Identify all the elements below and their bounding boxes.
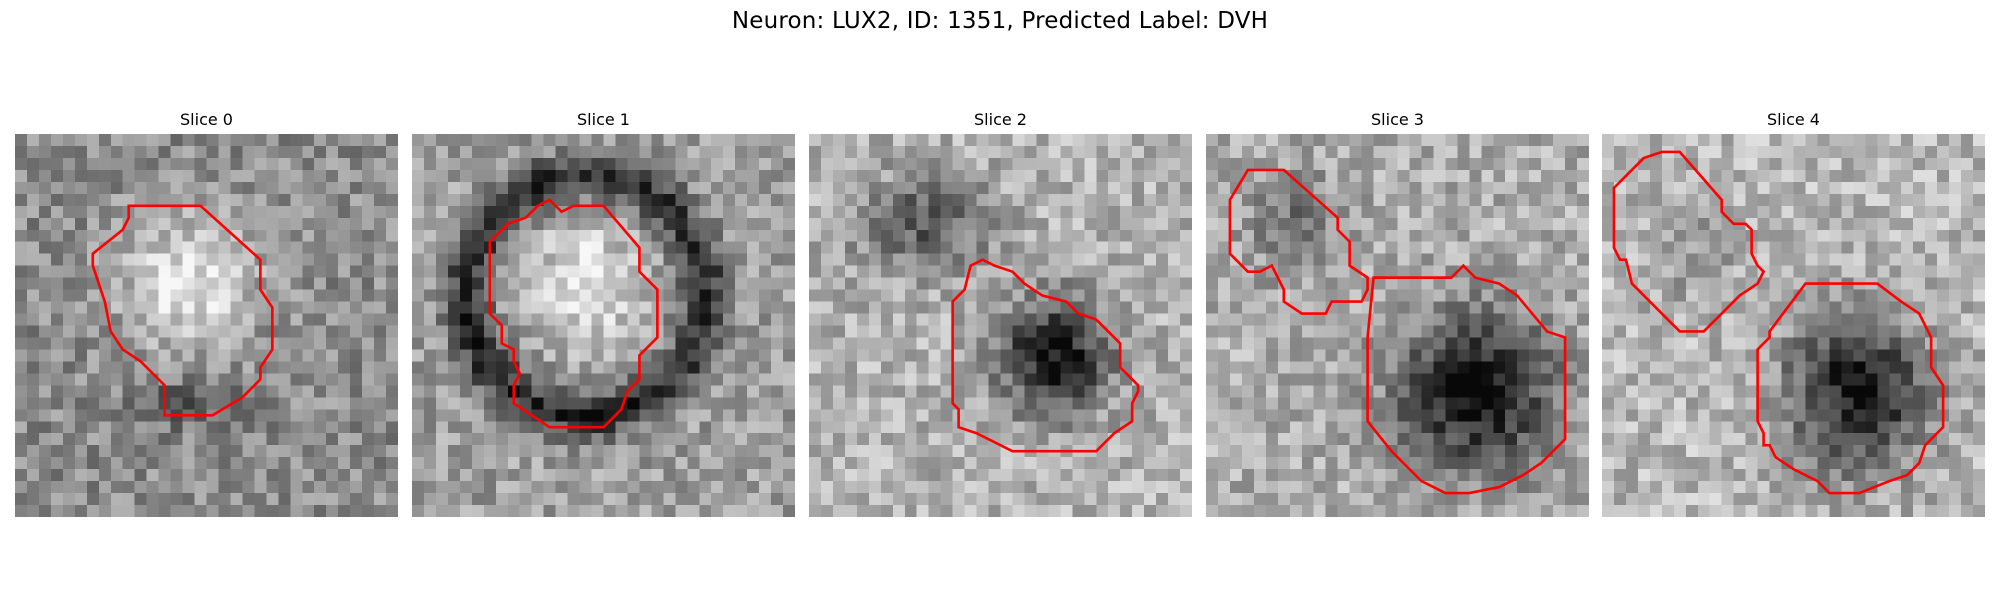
roi-contour-0: [91, 204, 274, 417]
figure-title: Neuron: LUX2, ID: 1351, Predicted Label:…: [731, 8, 1269, 34]
slice-panel-2: Slice 2: [809, 110, 1192, 517]
roi-contour-3: [1228, 168, 1369, 315]
roi-contour-2: [951, 258, 1140, 453]
slice-title-4: Slice 4: [1767, 110, 1820, 129]
roi-contour-4b: [1756, 282, 1945, 495]
slice-title-1: Slice 1: [577, 110, 630, 129]
slice-panel-1: Slice 1: [412, 110, 795, 517]
roi-contour-1: [488, 198, 659, 429]
roi-contour-4: [1612, 150, 1766, 333]
slice-image-1: [412, 134, 795, 517]
slice-image-3: [1206, 134, 1589, 517]
slice-image-4: [1602, 134, 1985, 517]
slice-title-3: Slice 3: [1371, 110, 1424, 129]
slice-title-2: Slice 2: [974, 110, 1027, 129]
roi-contour-3b: [1366, 263, 1567, 495]
slice-title-0: Slice 0: [180, 110, 233, 129]
slice-panel-3: Slice 3: [1206, 110, 1589, 517]
slice-image-2: [809, 134, 1192, 517]
slice-panel-4: Slice 4: [1602, 110, 1985, 517]
slice-panel-0: Slice 0: [15, 110, 398, 517]
slice-image-0: [15, 134, 398, 517]
